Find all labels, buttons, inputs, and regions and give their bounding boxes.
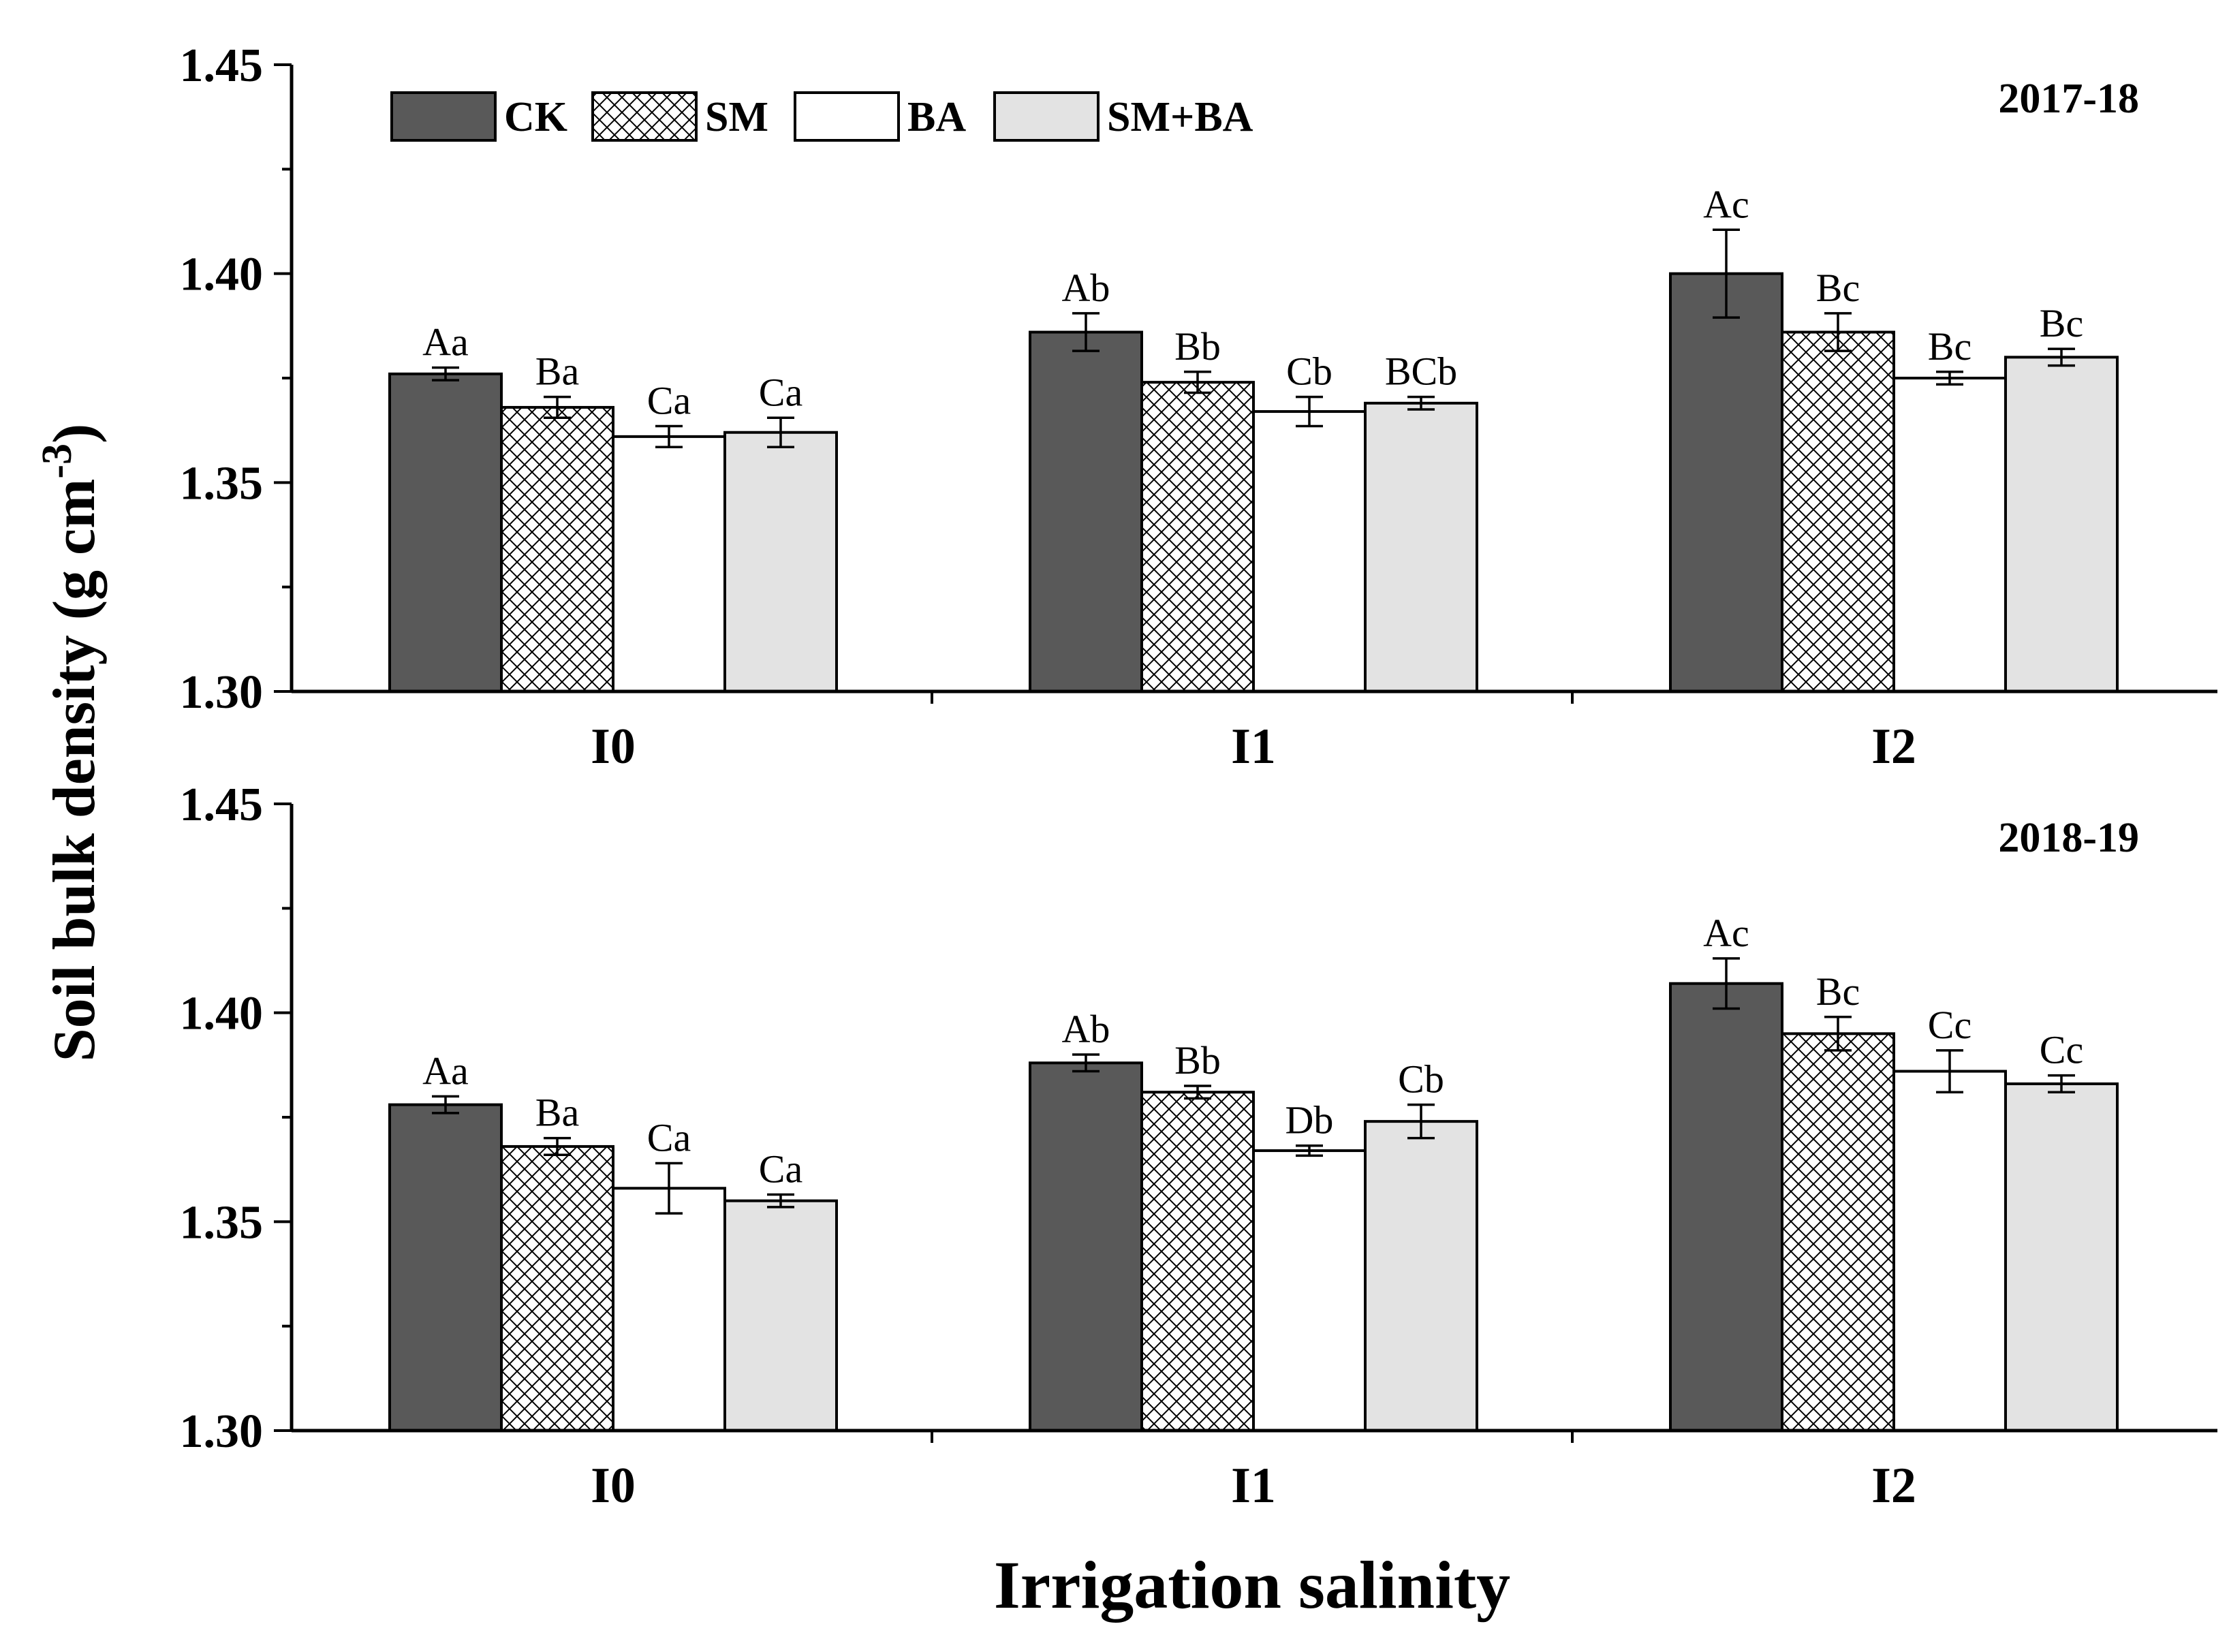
significance-label: Ca: [759, 1147, 802, 1191]
bar-sm-ba-i1: [1364, 401, 1478, 693]
y-axis-label-sup: -3: [34, 443, 80, 479]
significance-label: Ca: [647, 1115, 691, 1159]
significance-label: Bb: [1174, 324, 1221, 369]
bar-ba-i2: [1892, 377, 2007, 693]
y-tick-label: 1.35: [180, 457, 264, 510]
bar-sm-i1: [1140, 381, 1255, 693]
panel-title: 2017-18: [1998, 76, 2139, 122]
y-tick-label: 1.30: [180, 1405, 264, 1458]
y-tick-label: 1.40: [180, 249, 264, 301]
y-tick-label: 1.35: [180, 1196, 264, 1249]
significance-label: Aa: [422, 1048, 469, 1093]
significance-label: Ba: [535, 1091, 579, 1135]
significance-label: Bc: [2040, 301, 2083, 345]
significance-label: Ab: [1062, 266, 1110, 310]
y-axis-label: Soil bulk density (g cm-3): [34, 424, 108, 1062]
bar-sm-i0: [500, 405, 614, 693]
legend-swatch-sm-ba: [993, 91, 1100, 142]
bar-ba-i0: [612, 1187, 726, 1433]
bar-sm-i2: [1781, 330, 1895, 693]
bar-sm-ba-i0: [723, 1199, 838, 1432]
legend: CK SM BA SM+BA: [390, 91, 1253, 142]
significance-label: Cc: [2040, 1028, 2083, 1072]
significance-label: Ac: [1703, 911, 1749, 955]
significance-label: Ca: [759, 370, 802, 414]
significance-label: Bc: [1928, 324, 1971, 369]
x-tick-label-i0: I0: [591, 719, 636, 775]
bar-ck-i1: [1029, 330, 1143, 693]
significance-label: Cb: [1398, 1057, 1444, 1102]
significance-label: Bc: [1816, 969, 1860, 1014]
bar-ba-i0: [612, 435, 726, 693]
bar-ba-i1: [1252, 410, 1367, 693]
significance-label: Bc: [1816, 266, 1860, 310]
x-tick-label-i2: I2: [1871, 719, 1916, 775]
bar-ck-i2: [1669, 982, 1783, 1432]
panel-title: 2018-19: [1998, 815, 2139, 861]
significance-label: Ba: [535, 349, 579, 394]
y-tick-label: 1.45: [180, 779, 264, 831]
significance-label: Cb: [1286, 349, 1332, 394]
panel-2017-18: Aa Ab Ac Ba Bb Bc Ca Cb Bc Ca BCb Bc 1.30 1.35 1.40 1.4…: [180, 40, 2217, 775]
x-axis-label: Irrigation salinity: [994, 1547, 1510, 1623]
bar-sm-i1: [1140, 1091, 1255, 1432]
legend-label-sm-ba: SM+BA: [1107, 94, 1253, 140]
legend-swatch-sm: [591, 91, 698, 142]
y-axis-label-close: ): [42, 424, 108, 443]
legend-label-ba: BA: [907, 94, 966, 140]
bar-sm-ba-i1: [1364, 1120, 1478, 1432]
bar-sm-ba-i2: [2004, 356, 2119, 693]
bar-ba-i1: [1252, 1149, 1367, 1432]
y-tick-label: 1.40: [180, 988, 264, 1040]
y-axis-label-main: Soil bulk density (g cm: [42, 479, 108, 1062]
significance-label: Cc: [1928, 1003, 1971, 1047]
x-tick-label-i2: I2: [1871, 1458, 1916, 1514]
significance-label: Db: [1285, 1098, 1334, 1142]
x-tick-label-i1: I1: [1231, 1458, 1276, 1514]
panel-2018-19: Aa Ab Ac Ba Bb Bc Ca Db Cc Ca Cb Cc 1.30 1.35 1.40 1.45…: [180, 779, 2217, 1514]
bar-sm-i2: [1781, 1032, 1895, 1433]
significance-label: Bb: [1174, 1038, 1221, 1082]
bar-ba-i2: [1892, 1070, 2007, 1432]
significance-label: Ab: [1062, 1007, 1110, 1051]
x-tick-label-i1: I1: [1231, 719, 1276, 775]
bar-ck-i0: [388, 372, 503, 693]
bar-sm-ba-i2: [2004, 1082, 2119, 1433]
y-tick-label: 1.45: [180, 40, 264, 92]
significance-label: Ca: [647, 379, 691, 423]
bar-ck-i2: [1669, 272, 1783, 693]
legend-label-ck: CK: [504, 94, 567, 140]
bar-ck-i0: [388, 1103, 503, 1432]
significance-label: Aa: [422, 320, 469, 364]
significance-label: BCb: [1385, 349, 1457, 394]
legend-swatch-ck: [390, 91, 497, 142]
legend-swatch-ba: [794, 91, 900, 142]
bar-sm-i0: [500, 1144, 614, 1433]
x-tick-label-i0: I0: [591, 1458, 636, 1514]
significance-label: Ac: [1703, 182, 1749, 226]
bar-sm-ba-i0: [723, 431, 838, 693]
y-tick-label: 1.30: [180, 666, 264, 719]
bar-ck-i1: [1029, 1061, 1143, 1433]
legend-label-sm: SM: [705, 94, 768, 140]
